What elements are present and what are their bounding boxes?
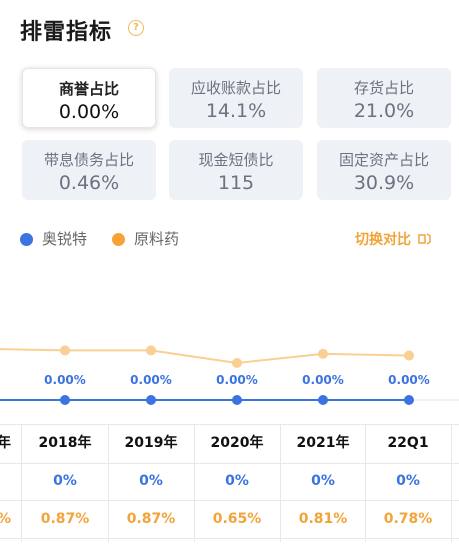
compare-icon (418, 233, 431, 245)
industry-point (232, 357, 242, 368)
metric-value: 0.46% (58, 172, 120, 194)
page-title: 排雷指标 (20, 20, 113, 45)
metric-value: 21.0% (353, 100, 415, 122)
switch-label: 切换对比 (355, 232, 411, 248)
company-value-label: 0.00% (302, 373, 344, 387)
table-cell-industry: 0.87% (40, 511, 90, 527)
company-value-label: 0.00% (216, 373, 258, 387)
metric-card-cash-short-debt[interactable]: 现金短债比 115 (169, 140, 303, 200)
metric-card-receivables[interactable]: 应收账款占比 14.1% (169, 68, 303, 128)
company-point (232, 395, 242, 405)
metric-value: 14.1% (205, 100, 267, 122)
company-point (404, 395, 414, 405)
help-icon[interactable]: ? (128, 20, 144, 36)
table-cell-industry: 0.65% (212, 511, 262, 527)
metric-value: 30.9% (353, 172, 415, 194)
metric-value: 115 (217, 172, 255, 194)
company-value-label: 0.00% (130, 373, 172, 387)
company-value-label: 0.00% (44, 373, 86, 387)
industry-point (404, 350, 414, 361)
table-header-cell: 22Q1 (387, 435, 429, 451)
company-value-label: 0.00% (388, 373, 430, 387)
legend-item-industry[interactable]: 原料药 (112, 228, 179, 249)
company-point (146, 395, 156, 405)
metric-label: 商誉占比 (58, 80, 119, 98)
metric-label: 存货占比 (353, 79, 414, 97)
legend-label: 奥锐特 (42, 230, 88, 248)
metric-label: 固定资产占比 (338, 151, 429, 169)
table-header-cell: 2019年 (124, 435, 178, 451)
legend-item-company[interactable]: 奥锐特 (20, 228, 87, 249)
table-cell-industry: 0.81% (298, 511, 348, 527)
table-cell-company: 0% (225, 473, 249, 489)
metric-card-goodwill[interactable]: 商誉占比 0.00% (22, 68, 156, 128)
metric-value: 0.00% (58, 101, 120, 123)
table-cell-industry: 0.78% (383, 511, 433, 527)
table-header-row (0, 424, 459, 464)
table-header-cell: 年 (0, 435, 11, 451)
table-cell-company: 0% (396, 473, 420, 489)
metric-label: 带息债务占比 (43, 151, 134, 169)
industry-point (146, 345, 156, 356)
company-point (60, 395, 70, 405)
table-cell-industry: 0.87% (126, 511, 176, 527)
metric-label: 现金短债比 (198, 151, 274, 169)
table-header-cell: 2021年 (296, 435, 350, 451)
legend-dot (112, 233, 125, 246)
metric-label: 应收账款占比 (190, 79, 281, 97)
company-point (318, 395, 328, 405)
industry-point (60, 345, 70, 356)
table-header-cell: 2018年 (38, 435, 92, 451)
table-row-company (0, 462, 459, 501)
table-row-industry (0, 500, 459, 539)
table-cell-company (0, 462, 14, 500)
industry-series-line (0, 348, 410, 364)
metric-card-inventory[interactable]: 存货占比 21.0% (317, 68, 451, 128)
metric-card-fixed-assets[interactable]: 固定资产占比 30.9% (317, 140, 451, 200)
table-cell-company: 0% (53, 473, 77, 489)
legend-dot (20, 233, 33, 246)
table-header-cell: 2020年 (210, 435, 264, 451)
switch-compare-button[interactable]: 切换对比 (355, 229, 432, 249)
table-cell-company: 0% (139, 473, 163, 489)
legend-label: 原料药 (134, 230, 180, 248)
metric-card-interest-debt[interactable]: 带息债务占比 0.46% (22, 140, 156, 200)
industry-point (318, 348, 328, 359)
table-cell-industry: % (0, 500, 14, 538)
table-cell-company: 0% (311, 473, 335, 489)
line-chart: 0.00% 0.00% 0.00% 0.00% 0.00% (0, 345, 459, 405)
